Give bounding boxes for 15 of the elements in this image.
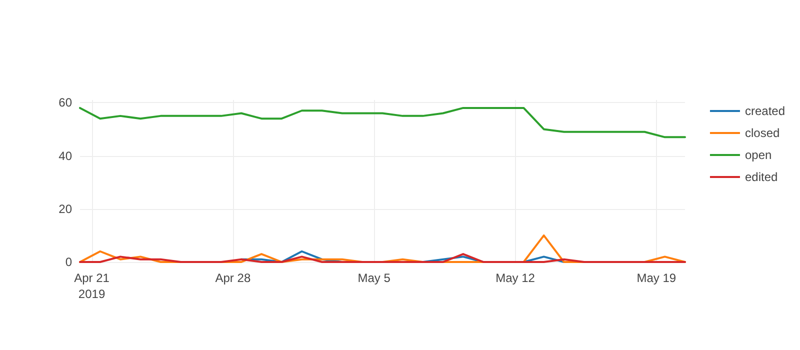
x-tick-label: Apr 28 (215, 271, 251, 285)
legend-label: open (744, 148, 772, 162)
y-tick-label: 40 (58, 148, 72, 163)
y-tick-label: 20 (58, 202, 72, 216)
line-series (79, 106, 686, 138)
x-tick-label: May 12 (496, 271, 536, 285)
legend-label: edited (744, 170, 778, 184)
y-tick-label: 0 (65, 255, 72, 269)
line-series (79, 253, 686, 263)
legend-label: closed (744, 126, 780, 140)
x-tick-label: May 5 (358, 271, 391, 285)
x-tick-label: Apr 21 2019 (74, 271, 110, 301)
legend-label: created (744, 104, 786, 118)
x-tick-label: May 19 (636, 271, 676, 285)
y-tick-label: 60 (58, 96, 72, 110)
